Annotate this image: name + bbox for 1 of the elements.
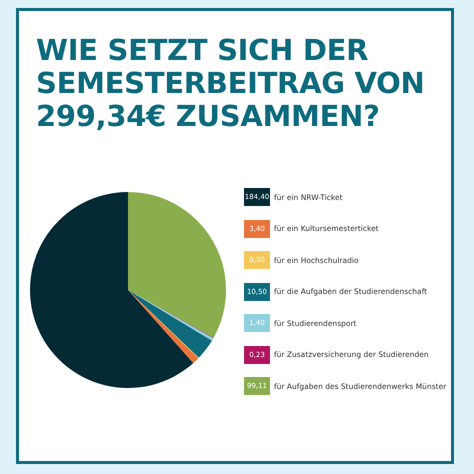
chart-title: WIE SETZT SICH DER SEMESTERBEITRAG VON 299,34€ ZUSAMMEN? bbox=[36, 33, 426, 133]
